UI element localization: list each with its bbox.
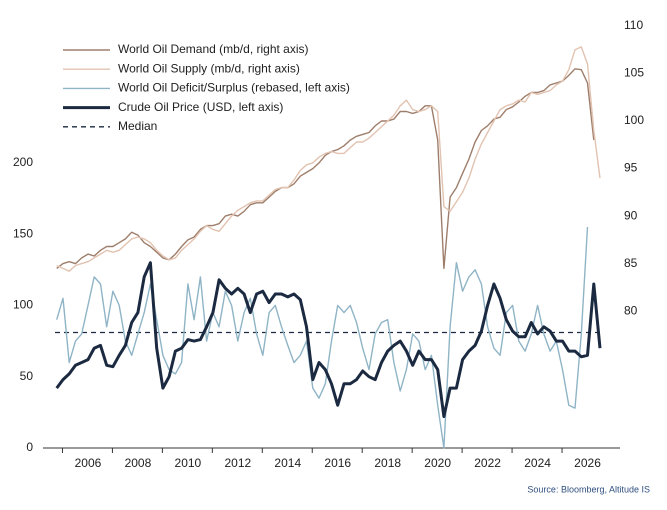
x-tick-label: 2020 — [424, 456, 451, 470]
x-tick-label: 2022 — [474, 456, 501, 470]
x-tick-label: 2018 — [374, 456, 401, 470]
legend-label: Median — [118, 119, 157, 133]
x-tick-label: 2008 — [125, 456, 152, 470]
legend-label: World Oil Deficit/Surplus (rebased, left… — [118, 81, 350, 95]
series-line — [56, 68, 595, 270]
legend-label: World Oil Demand (mb/d, right axis) — [118, 42, 309, 56]
y2-tick-label: 85 — [624, 256, 638, 270]
y2-tick-label: 80 — [624, 303, 638, 317]
series-line — [56, 226, 589, 449]
y-tick-label: 200 — [13, 155, 33, 169]
x-tick-label: 2016 — [324, 456, 351, 470]
y2-tick-label: 110 — [624, 18, 643, 32]
y-tick-label: 100 — [13, 298, 33, 312]
x-tick-label: 2024 — [524, 456, 551, 470]
y2-tick-label: 100 — [624, 113, 644, 127]
x-tick-label: 2010 — [175, 456, 202, 470]
x-tick-label: 2014 — [274, 456, 301, 470]
series-line — [55, 261, 602, 419]
series-line — [56, 46, 601, 272]
y-tick-label: 150 — [13, 226, 33, 240]
source-note: Source: Bloomberg, Altitude IS — [527, 484, 650, 494]
x-tick-label: 2026 — [574, 456, 601, 470]
legend-label: World Oil Supply (mb/d, right axis) — [118, 61, 300, 75]
x-tick-label: 2012 — [224, 456, 251, 470]
x-tick-label: 2006 — [75, 456, 102, 470]
y-tick-label: 50 — [20, 369, 34, 383]
y2-tick-label: 90 — [624, 208, 638, 222]
y-tick-label: 0 — [26, 440, 33, 454]
y2-tick-label: 95 — [624, 161, 638, 175]
legend-label: Crude Oil Price (USD, left axis) — [118, 100, 283, 114]
y2-tick-label: 105 — [624, 66, 644, 80]
